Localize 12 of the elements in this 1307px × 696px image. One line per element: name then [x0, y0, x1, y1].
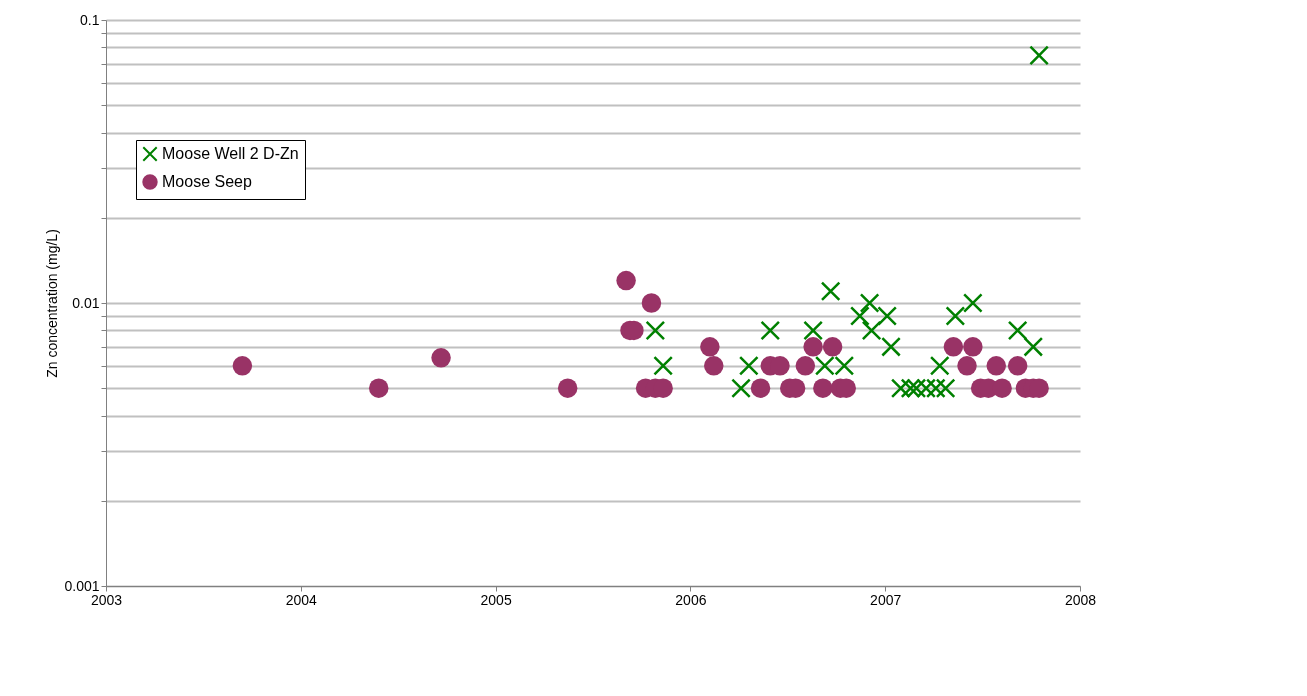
- x-tick-label: 2008: [1064, 591, 1097, 608]
- x-tick-label: 2003: [90, 591, 123, 608]
- x-tick-label: 2005: [480, 591, 512, 608]
- legend-label: Moose Seep: [162, 173, 252, 190]
- y-axis-title: Zn concentration (mg/L): [44, 229, 61, 378]
- y-tick-label: 0.01: [72, 294, 100, 311]
- x-tick-label: 2006: [675, 591, 707, 608]
- x-tick-label: 2007: [870, 591, 902, 608]
- y-tick-label: 0.001: [64, 577, 100, 594]
- y-tick-label: 0.1: [80, 11, 100, 28]
- x-tick-label: 2004: [285, 591, 318, 608]
- legend-label: Moose Well 2 D-Zn: [162, 145, 299, 162]
